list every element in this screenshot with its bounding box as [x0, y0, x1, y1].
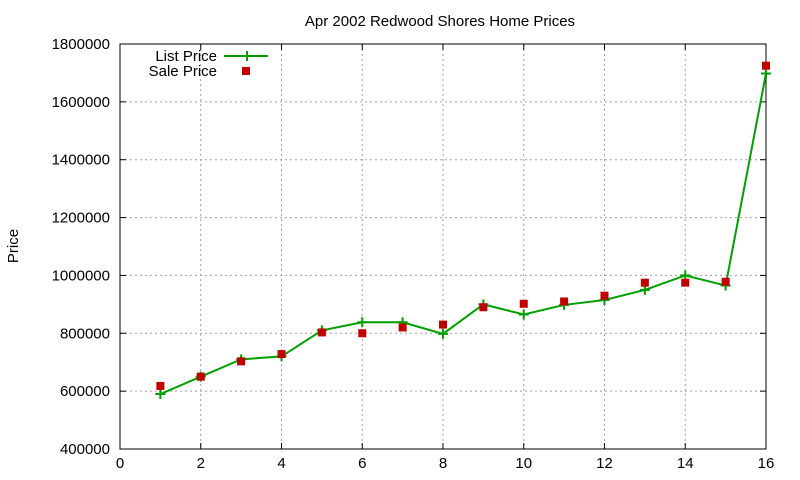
x-tick-label: 0 [116, 455, 124, 472]
point-sale-price [358, 329, 367, 338]
y-axis-label: Price [5, 229, 22, 263]
point-sale-price [277, 350, 286, 359]
point-list-price [357, 317, 368, 328]
legend-label-list-price: List Price [155, 48, 217, 65]
legend: List Price Sale Price [149, 48, 268, 80]
point-sale-price [519, 299, 528, 308]
x-tick-label: 12 [596, 455, 613, 472]
series-layer [155, 61, 771, 400]
x-tick-label: 6 [358, 455, 366, 472]
x-tick-label: 14 [677, 455, 694, 472]
x-tick-label: 10 [515, 455, 532, 472]
legend-label-sale-price: Sale Price [149, 63, 217, 80]
y-tick-label: 800000 [60, 325, 110, 342]
point-sale-price [317, 328, 326, 337]
y-tick-label: 400000 [60, 441, 110, 458]
x-tick-label: 2 [197, 455, 205, 472]
axis-ticks: 0 2 4 6 8 10 12 14 16 400000 600000 800000 1000000 12… [52, 36, 775, 472]
point-sale-price [439, 320, 447, 329]
point-list-price [518, 309, 529, 320]
legend-marker-sale-price [242, 67, 250, 75]
chart-title: Apr 2002 Redwood Shores Home Prices [305, 13, 575, 30]
x-tick-label: 16 [758, 455, 775, 472]
y-tick-label: 600000 [60, 383, 110, 400]
y-tick-label: 1200000 [52, 210, 110, 227]
point-sale-price [762, 61, 770, 70]
point-list-price [761, 68, 771, 79]
point-sale-price [479, 303, 488, 312]
point-sale-price [640, 278, 649, 287]
y-tick-label: 1800000 [52, 36, 110, 53]
point-list-price [155, 389, 166, 400]
x-tick-label: 8 [439, 455, 447, 472]
point-sale-price [681, 278, 690, 287]
grid-lines [120, 44, 766, 449]
point-sale-price [196, 372, 205, 381]
point-sale-price [600, 291, 609, 300]
x-tick-label: 4 [277, 455, 285, 472]
y-tick-label: 1400000 [52, 152, 110, 169]
y-tick-label: 1600000 [52, 94, 110, 111]
point-sale-price [237, 357, 246, 366]
legend-marker-list-price [242, 51, 252, 61]
y-tick-label: 1000000 [52, 267, 110, 284]
point-sale-price [721, 277, 730, 286]
point-sale-price [560, 297, 569, 306]
point-sale-price [398, 323, 407, 332]
point-list-price [438, 328, 448, 339]
series-line-list-price [159, 73, 767, 395]
point-sale-price [156, 381, 165, 390]
